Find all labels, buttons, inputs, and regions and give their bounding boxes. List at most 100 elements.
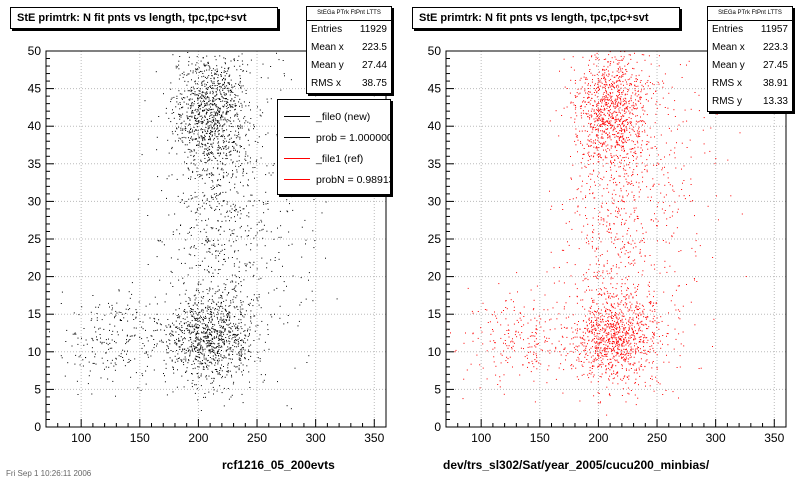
data-point [194,299,196,301]
data-point [263,349,265,351]
data-point [242,170,244,172]
data-point [204,170,206,172]
data-point [633,130,635,132]
data-point [228,91,230,93]
data-point [605,123,607,125]
data-point [604,78,606,80]
data-point [653,390,655,392]
data-point [242,175,244,177]
data-point [263,203,265,205]
data-point [169,325,171,327]
data-point [590,85,591,87]
data-point [111,309,113,311]
data-point [238,155,240,157]
data-point [221,321,223,323]
data-point [619,107,621,109]
data-point [617,97,618,99]
data-point [221,336,223,337]
data-point [634,52,635,54]
data-point [247,330,248,332]
data-point [197,99,199,101]
data-point [240,102,242,104]
data-point [611,348,613,350]
data-point [234,204,236,206]
data-point [186,206,188,208]
data-point [236,69,238,71]
data-point [202,348,204,350]
data-point [606,187,608,189]
data-point [634,342,636,344]
data-point [610,139,612,141]
data-point [257,142,259,143]
data-point [202,121,204,123]
data-point [607,106,609,107]
data-point [588,151,590,153]
data-point [220,335,222,337]
data-point [195,325,197,327]
data-point [228,332,230,334]
data-point [627,361,629,363]
data-point [278,59,280,61]
data-point [260,307,262,309]
data-point [227,111,229,113]
data-point [605,340,607,342]
data-point [225,148,227,150]
data-point [218,203,220,205]
data-point [207,337,209,339]
data-point [234,85,236,87]
data-point [186,144,188,146]
data-point [196,123,198,125]
data-point [196,111,198,113]
data-point [603,331,605,333]
data-point [203,323,205,325]
data-point [224,62,226,64]
data-point [628,345,630,347]
data-point [214,331,216,333]
data-point [617,383,619,385]
data-point [240,355,242,357]
data-point [189,329,191,331]
data-point [208,69,210,71]
data-point [147,354,149,356]
data-point [223,78,225,79]
data-point [157,239,159,241]
data-point [220,354,222,356]
data-point [604,124,606,126]
data-point [236,112,238,114]
data-point [614,121,616,123]
data-point [221,115,223,117]
data-point [195,265,197,266]
data-point [220,330,222,332]
data-point [597,381,599,383]
data-point [195,346,197,348]
data-point [223,334,225,336]
data-point [582,366,584,367]
data-point [85,357,86,358]
data-point [211,159,213,161]
data-point [193,363,195,365]
data-point [636,130,638,132]
data-point [214,209,216,211]
data-point [233,325,235,327]
data-point [181,359,183,361]
data-point [202,117,204,119]
data-point [141,373,143,375]
data-point [218,289,220,291]
data-point [587,97,589,99]
data-point [194,319,196,321]
data-point [196,317,198,319]
data-point [222,169,224,171]
data-point [249,387,251,388]
data-point [217,111,219,113]
data-point [213,393,214,395]
data-point [156,313,158,315]
data-point [209,138,211,140]
data-point [608,295,610,297]
data-point [615,373,617,375]
data-point [220,75,222,77]
data-point [248,216,250,218]
data-point [204,257,206,259]
data-point [610,116,612,118]
data-point [615,339,617,340]
data-point [215,105,217,106]
